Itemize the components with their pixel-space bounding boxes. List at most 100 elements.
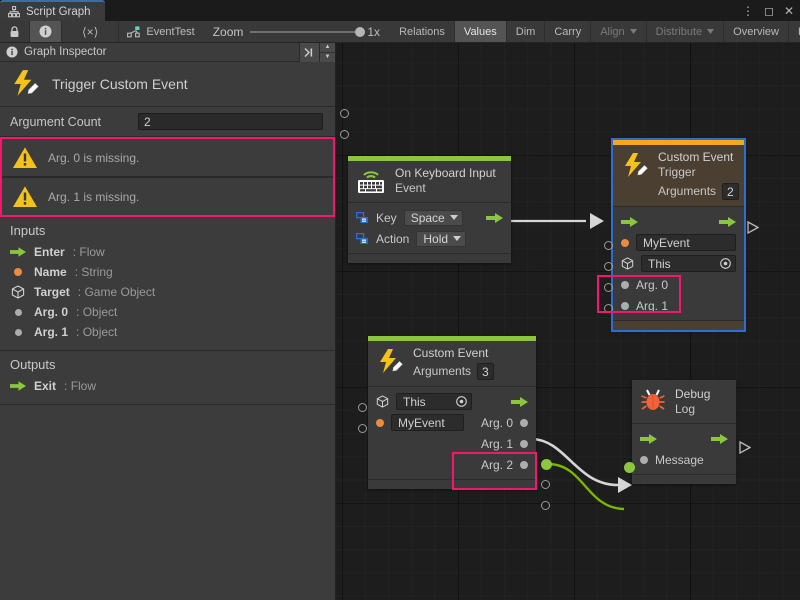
debuglog-input-message[interactable]: Message (632, 449, 736, 470)
debuglog-exit-arrow-icon[interactable] (739, 441, 751, 454)
arguments-count-field[interactable]: 2 (722, 183, 739, 200)
node-footer (613, 320, 744, 330)
inputs-section: Inputs Enter : Flow Name : String (0, 217, 335, 351)
outputs-heading: Outputs (10, 357, 56, 372)
maximize-icon[interactable]: ◻ (763, 4, 774, 18)
event-name-field[interactable]: MyEvent (636, 234, 736, 251)
keyboard-input-port-key[interactable] (340, 109, 349, 118)
exit-flow-port[interactable] (719, 216, 736, 227)
toolbar-button-align[interactable]: Align (591, 21, 647, 42)
code-view-button[interactable]: ⟨×⟩ (62, 21, 120, 42)
arguments-output-arg1[interactable]: Arg. 1 (472, 433, 528, 454)
flow-arrow-icon (10, 247, 26, 257)
close-icon[interactable]: ✕ (783, 4, 794, 18)
trigger-input-arg0[interactable]: Arg. 0 (613, 274, 744, 295)
argument-count-input[interactable]: 2 (138, 113, 323, 130)
key-dropdown[interactable]: Space (403, 209, 463, 226)
arguments-event-name-field[interactable]: MyEvent (391, 414, 464, 431)
io-row-enter: Enter : Flow (10, 242, 335, 262)
arguments-out-port-arg2[interactable] (541, 501, 550, 510)
io-type: : Flow (64, 379, 97, 393)
trigger-input-name[interactable]: MyEvent (613, 232, 744, 253)
trigger-port-arg1[interactable] (604, 304, 613, 313)
debuglog-exit-flow-port[interactable] (711, 433, 728, 444)
node-footer (348, 253, 511, 263)
trigger-port-name[interactable] (604, 241, 613, 250)
object-picker-icon[interactable] (456, 396, 467, 407)
node-field-action[interactable]: Action Hold (348, 228, 511, 249)
lock-button[interactable] (0, 21, 30, 42)
trigger-flow-row (613, 211, 744, 232)
zoom-control[interactable]: Zoom 1x (203, 21, 390, 42)
node-on-keyboard-input[interactable]: On Keyboard Input Event Key (348, 156, 511, 263)
code-icon: ⟨×⟩ (82, 24, 99, 39)
info-toggle-button[interactable] (30, 21, 62, 42)
node-footer (632, 474, 736, 484)
kebab-menu-icon[interactable]: ⋮ (741, 4, 754, 18)
collapse-panel-icon[interactable] (299, 42, 319, 62)
toolbar-button-distribute[interactable]: Distribute (647, 21, 725, 42)
toolbar-button-overview[interactable]: Overview (724, 21, 789, 42)
debuglog-flow-row (632, 428, 736, 449)
graph-name-breadcrumb[interactable]: EventTest (119, 21, 202, 42)
node-field-action-label: Action (376, 231, 410, 246)
toolbar-button-carry[interactable]: Carry (545, 21, 592, 42)
arguments-exit-flow-port[interactable] (511, 396, 528, 407)
stepper-up-icon[interactable]: ▲ (320, 42, 335, 53)
io-row-arg1: Arg. 1 : Object (10, 322, 335, 342)
arguments-input-name[interactable]: MyEvent (368, 412, 472, 433)
io-name: Arg. 1 (34, 325, 69, 339)
arguments-port-name[interactable] (358, 424, 367, 433)
graph-canvas[interactable]: On Keyboard Input Event Key (336, 43, 800, 600)
toolbar-button-full-screen[interactable]: Full Screen (789, 21, 800, 42)
enter-flow-port[interactable] (621, 216, 638, 227)
arguments-port-target[interactable] (358, 403, 367, 412)
target-object-field[interactable]: This (641, 255, 736, 272)
stepper-down-icon[interactable]: ▼ (320, 52, 335, 62)
node-debug-log[interactable]: Debug Log Message (632, 380, 736, 484)
keyboard-input-port-action[interactable] (340, 130, 349, 139)
trigger-output-port[interactable] (486, 212, 503, 223)
arguments-output-arg2[interactable]: Arg. 2 (472, 454, 528, 475)
node-field-key[interactable]: Key Space (348, 207, 511, 228)
arguments-count-field[interactable]: 3 (477, 363, 494, 380)
arguments-target-field[interactable]: This (396, 393, 472, 410)
zoom-slider-handle[interactable] (355, 26, 366, 37)
toolbar-button-dim[interactable]: Dim (507, 21, 546, 42)
debuglog-enter-flow-port[interactable] (640, 433, 657, 444)
node-accent-bar (348, 156, 511, 161)
trigger-input-target[interactable]: This (613, 253, 744, 274)
action-dropdown[interactable]: Hold (416, 230, 467, 247)
zoom-slider[interactable] (250, 26, 366, 37)
trigger-port-arg0[interactable] (604, 283, 613, 292)
arguments-input-target[interactable]: This (368, 391, 536, 412)
object-dot-icon (621, 301, 629, 310)
chevron-down-icon (629, 29, 637, 34)
warning-icon (12, 185, 38, 209)
tab-script-graph[interactable]: Script Graph (0, 0, 105, 21)
node-custom-event-arguments[interactable]: Custom Event Arguments 3 (368, 336, 536, 489)
arguments-event-name-value: MyEvent (398, 415, 445, 430)
trigger-exit-arrow-icon[interactable] (747, 221, 759, 234)
node-subtitle: Trigger (658, 165, 696, 179)
arguments-label: Arguments (413, 364, 472, 378)
debuglog-message-port[interactable] (624, 462, 635, 473)
enum-icon (356, 211, 369, 224)
trigger-input-arg1[interactable]: Arg. 1 (613, 295, 744, 316)
game-object-icon (376, 395, 389, 408)
flow-arrow-icon (10, 381, 26, 391)
io-name: Target (34, 285, 70, 299)
toolbar-button-relations[interactable]: Relations (390, 21, 455, 42)
custom-event-icon (10, 69, 40, 99)
panel-size-stepper[interactable]: ▲ ▼ (319, 42, 335, 62)
arguments-out-port-arg0[interactable] (541, 459, 552, 470)
io-name: Exit (34, 379, 57, 393)
game-object-icon (10, 285, 26, 299)
arguments-output-arg0[interactable]: Arg. 0 (472, 412, 528, 433)
object-picker-icon[interactable] (720, 258, 731, 269)
toolbar-button-values[interactable]: Values (454, 21, 507, 42)
arguments-out-port-arg1[interactable] (541, 480, 550, 489)
trigger-port-target[interactable] (604, 262, 613, 271)
io-name: Name (34, 265, 67, 279)
node-custom-event-trigger[interactable]: Custom Event Trigger Arguments 2 (611, 138, 746, 332)
